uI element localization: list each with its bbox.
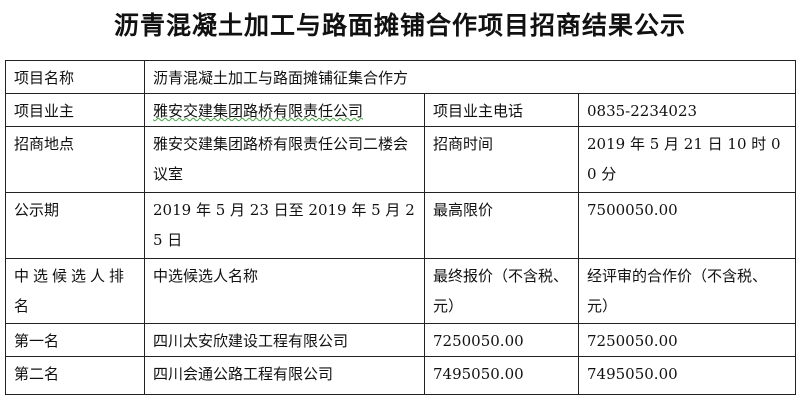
max-price-value: 7500050.00 bbox=[577, 192, 797, 259]
owner-label: 项目业主 bbox=[5, 93, 145, 127]
results-table: 项目名称 沥青混凝土加工与路面摊铺征集合作方 项目业主 雅安交建集团路桥有限责任… bbox=[5, 60, 797, 395]
table-row: 公示期 2019 年 5 月 23 日至 2019 年 5 月 25 日 最高限… bbox=[5, 192, 797, 259]
time-label: 招商时间 bbox=[424, 126, 579, 193]
final-price: 7250050.00 bbox=[424, 323, 579, 357]
candidate-name: 四川会通公路工程有限公司 bbox=[144, 356, 425, 395]
page-title: 沥青混凝土加工与路面摊铺合作项目招商结果公示 bbox=[113, 11, 686, 40]
reviewed-price: 7250050.00 bbox=[577, 323, 797, 357]
location-value: 雅安交建集团路桥有限责任公司二楼会议室 bbox=[144, 126, 425, 193]
reviewed-price: 7495050.00 bbox=[577, 356, 797, 395]
header-name: 中选候选人名称 bbox=[144, 258, 425, 324]
header-reviewed-price: 经评审的合作价（不含税、元） bbox=[577, 258, 797, 324]
table-row: 项目业主 雅安交建集团路桥有限责任公司 项目业主电话 0835-2234023 bbox=[5, 93, 797, 127]
max-price-label: 最高限价 bbox=[424, 192, 579, 259]
rank: 第一名 bbox=[5, 323, 145, 357]
final-price: 7495050.00 bbox=[424, 356, 579, 395]
project-name-label: 项目名称 bbox=[5, 60, 145, 94]
table-row: 项目名称 沥青混凝土加工与路面摊铺征集合作方 bbox=[5, 60, 797, 94]
period-value: 2019 年 5 月 23 日至 2019 年 5 月 25 日 bbox=[144, 192, 425, 259]
header-final-price: 最终报价（不含税、元） bbox=[424, 258, 579, 324]
owner-value: 雅安交建集团路桥有限责任公司 bbox=[144, 93, 425, 127]
header-rank: 中选候选人排名 bbox=[5, 258, 145, 324]
owner-phone-label: 项目业主电话 bbox=[424, 93, 579, 127]
candidates-header-row: 中选候选人排名 中选候选人名称 最终报价（不含税、元） 经评审的合作价（不含税、… bbox=[5, 258, 797, 324]
rank: 第二名 bbox=[5, 356, 145, 395]
project-name-value: 沥青混凝土加工与路面摊铺征集合作方 bbox=[143, 60, 797, 94]
owner-phone-value: 0835-2234023 bbox=[577, 93, 797, 127]
candidate-name: 四川太安欣建设工程有限公司 bbox=[144, 323, 425, 357]
table-row: 招商地点 雅安交建集团路桥有限责任公司二楼会议室 招商时间 2019 年 5 月… bbox=[5, 126, 797, 193]
location-label: 招商地点 bbox=[5, 126, 145, 193]
time-value: 2019 年 5 月 21 日 10 时 00 分 bbox=[577, 126, 797, 193]
table-row: 第二名 四川会通公路工程有限公司 7495050.00 7495050.00 bbox=[5, 356, 797, 395]
table-row: 第一名 四川太安欣建设工程有限公司 7250050.00 7250050.00 bbox=[5, 323, 797, 357]
period-label: 公示期 bbox=[5, 192, 145, 259]
